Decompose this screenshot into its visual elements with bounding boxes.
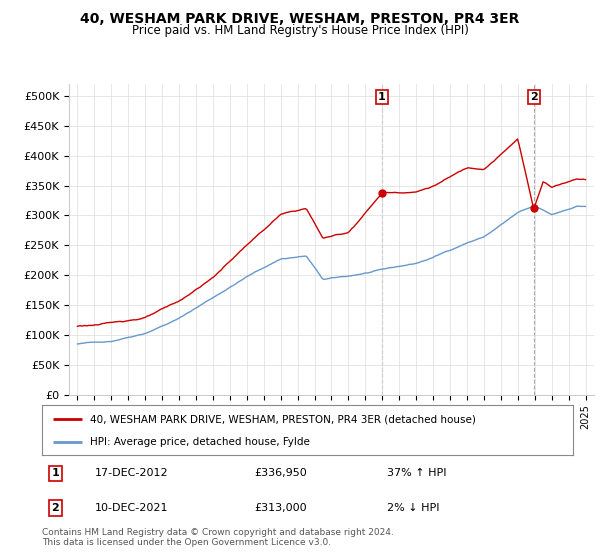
Text: 40, WESHAM PARK DRIVE, WESHAM, PRESTON, PR4 3ER (detached house): 40, WESHAM PARK DRIVE, WESHAM, PRESTON, … <box>90 414 476 424</box>
Text: 37% ↑ HPI: 37% ↑ HPI <box>387 468 446 478</box>
Text: HPI: Average price, detached house, Fylde: HPI: Average price, detached house, Fyld… <box>90 437 310 447</box>
Text: 10-DEC-2021: 10-DEC-2021 <box>95 503 169 513</box>
Text: 1: 1 <box>378 92 386 102</box>
Text: 2: 2 <box>52 503 59 513</box>
Text: 17-DEC-2012: 17-DEC-2012 <box>95 468 169 478</box>
Text: 1: 1 <box>52 468 59 478</box>
Text: 40, WESHAM PARK DRIVE, WESHAM, PRESTON, PR4 3ER: 40, WESHAM PARK DRIVE, WESHAM, PRESTON, … <box>80 12 520 26</box>
Text: 2: 2 <box>530 92 538 102</box>
Text: Price paid vs. HM Land Registry's House Price Index (HPI): Price paid vs. HM Land Registry's House … <box>131 24 469 37</box>
Text: 2% ↓ HPI: 2% ↓ HPI <box>387 503 440 513</box>
Text: £336,950: £336,950 <box>254 468 307 478</box>
Text: Contains HM Land Registry data © Crown copyright and database right 2024.
This d: Contains HM Land Registry data © Crown c… <box>42 528 394 547</box>
Text: £313,000: £313,000 <box>254 503 307 513</box>
